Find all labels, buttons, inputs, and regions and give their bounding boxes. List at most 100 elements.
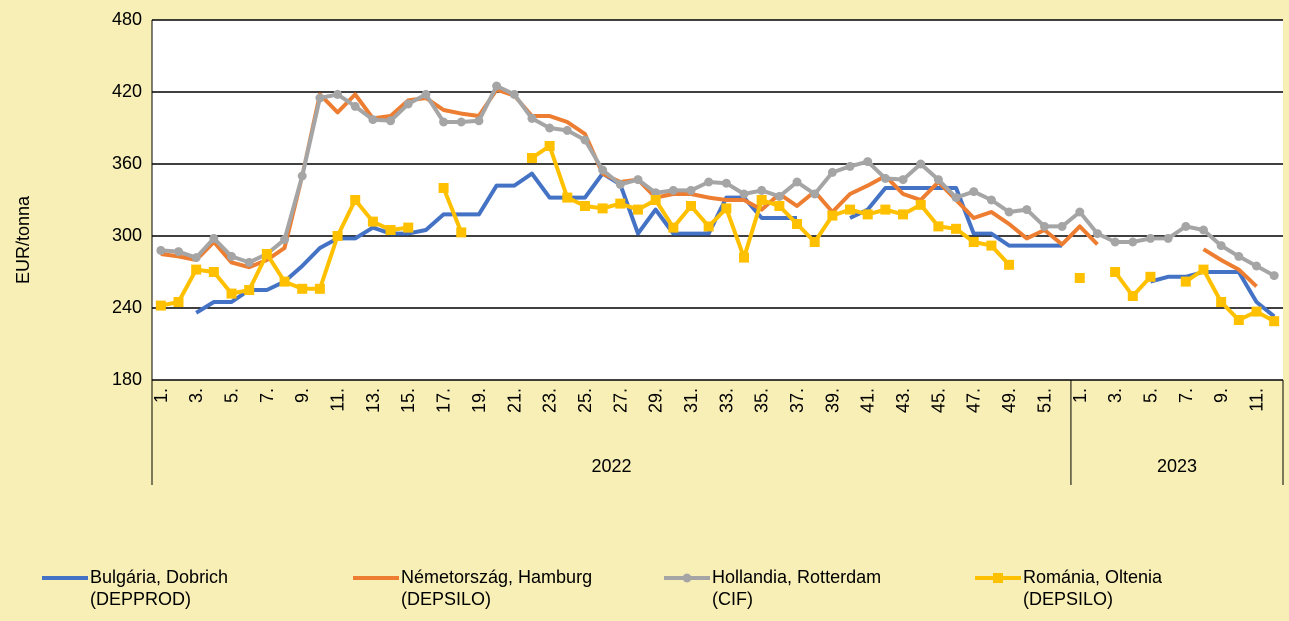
legend-label: Németország, Hamburg (DEPSILO) bbox=[401, 567, 593, 609]
legend-swatch bbox=[664, 573, 710, 583]
point bbox=[403, 222, 414, 233]
point bbox=[1163, 233, 1173, 243]
x-tick-label: 21. bbox=[504, 388, 524, 413]
point bbox=[174, 247, 184, 257]
point bbox=[986, 195, 996, 205]
x-tick-label: 23. bbox=[540, 388, 560, 413]
point bbox=[739, 189, 749, 199]
point bbox=[580, 135, 590, 145]
x-tick-label: 33. bbox=[716, 388, 736, 413]
point bbox=[774, 191, 784, 201]
point bbox=[244, 257, 254, 267]
x-tick-label: 1. bbox=[1070, 388, 1090, 403]
point bbox=[845, 161, 855, 171]
x-tick-label: 39. bbox=[822, 388, 842, 413]
y-axis-label: EUR/tonna bbox=[13, 195, 33, 284]
x-tick-label: 3. bbox=[1105, 388, 1125, 403]
point bbox=[968, 237, 979, 247]
point bbox=[1269, 271, 1279, 281]
group-label: 2022 bbox=[591, 456, 631, 476]
point bbox=[227, 251, 237, 261]
y-tick-label: 300 bbox=[112, 225, 142, 245]
point bbox=[1092, 229, 1102, 239]
point bbox=[863, 157, 873, 167]
point bbox=[155, 300, 166, 311]
point bbox=[314, 283, 325, 294]
point bbox=[686, 185, 696, 195]
y-tick-label: 240 bbox=[112, 297, 142, 317]
x-tick-label: 37. bbox=[787, 388, 807, 413]
legend-item: Románia, Oltenia (DEPSILO) bbox=[973, 566, 1284, 610]
point bbox=[439, 117, 449, 127]
point bbox=[1145, 271, 1156, 282]
point bbox=[1233, 315, 1244, 325]
point bbox=[456, 227, 467, 238]
y-tick-label: 420 bbox=[112, 81, 142, 101]
x-tick-label: 35. bbox=[752, 388, 772, 413]
x-tick-label: 3. bbox=[186, 388, 206, 403]
point bbox=[792, 219, 803, 229]
point bbox=[1127, 291, 1138, 301]
legend-item: Hollandia, Rotterdam (CIF) bbox=[662, 566, 973, 610]
point bbox=[456, 117, 466, 127]
point bbox=[1004, 259, 1015, 270]
point bbox=[1216, 297, 1227, 307]
point bbox=[633, 175, 643, 185]
point bbox=[1022, 205, 1032, 215]
point bbox=[951, 193, 961, 203]
legend-marker bbox=[682, 573, 692, 583]
point bbox=[1251, 261, 1261, 271]
point bbox=[403, 99, 413, 109]
x-tick-label: 51. bbox=[1034, 388, 1054, 413]
x-tick-label: 15. bbox=[398, 388, 418, 413]
x-tick-label: 17. bbox=[434, 388, 454, 413]
point bbox=[509, 89, 519, 99]
point bbox=[385, 225, 396, 235]
point bbox=[527, 113, 537, 123]
x-tick-label: 31. bbox=[681, 388, 701, 413]
x-tick-label: 43. bbox=[893, 388, 913, 413]
point bbox=[668, 185, 678, 195]
point bbox=[244, 285, 255, 295]
series-line bbox=[160, 84, 1276, 278]
point bbox=[898, 209, 909, 220]
point bbox=[315, 93, 325, 103]
point bbox=[668, 222, 679, 233]
group-label: 2023 bbox=[1157, 456, 1197, 476]
point bbox=[739, 252, 750, 263]
point bbox=[1057, 221, 1067, 231]
point bbox=[544, 141, 555, 151]
x-tick-label: 11. bbox=[328, 388, 348, 412]
legend-label: Bulgária, Dobrich (DEPPROD) bbox=[90, 567, 229, 609]
x-tick-label: 47. bbox=[964, 388, 984, 413]
x-tick-label: 13. bbox=[363, 388, 383, 413]
point bbox=[969, 187, 979, 197]
point bbox=[261, 249, 272, 259]
point bbox=[191, 264, 202, 275]
point bbox=[898, 175, 908, 185]
point bbox=[1180, 276, 1191, 287]
legend-item: Bulgária, Dobrich (DEPPROD) bbox=[40, 566, 351, 610]
y-tick-label: 180 bbox=[112, 369, 142, 389]
point bbox=[757, 185, 767, 195]
point bbox=[1198, 225, 1208, 235]
point bbox=[173, 297, 184, 307]
point bbox=[951, 223, 962, 234]
point bbox=[367, 216, 378, 227]
x-tick-label: 11. bbox=[1246, 388, 1266, 412]
legend-item: Németország, Hamburg (DEPSILO) bbox=[351, 566, 662, 610]
point bbox=[810, 189, 820, 199]
point bbox=[368, 115, 378, 125]
point bbox=[279, 276, 290, 287]
point bbox=[721, 178, 731, 188]
point bbox=[1216, 241, 1226, 251]
point bbox=[350, 195, 361, 205]
point bbox=[827, 210, 838, 221]
point bbox=[1251, 306, 1262, 317]
x-tick-label: 9. bbox=[292, 388, 312, 403]
point bbox=[1110, 237, 1120, 247]
point bbox=[774, 201, 785, 211]
point bbox=[297, 283, 308, 294]
point bbox=[1004, 207, 1014, 217]
